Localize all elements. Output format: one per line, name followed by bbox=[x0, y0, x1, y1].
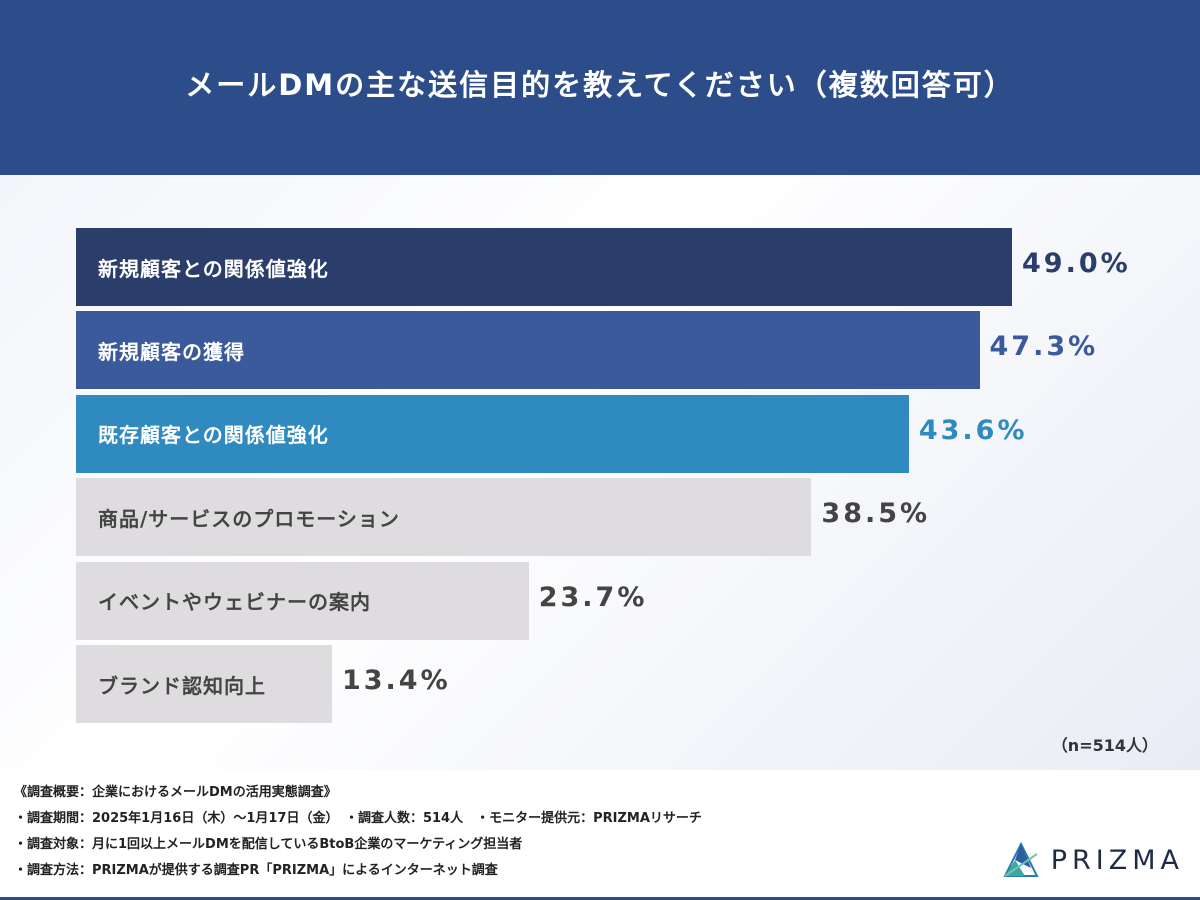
bar-value-label: 47.3% bbox=[989, 331, 1099, 363]
bar-1: 新規顧客との関係値強化 bbox=[76, 228, 1012, 306]
chart-title: メールDMの主な送信目的を教えてください（複数回答可） bbox=[185, 67, 1015, 102]
bar-label: ブランド認知向上 bbox=[98, 673, 266, 698]
bar-label: イベントやウェビナーの案内 bbox=[98, 590, 371, 615]
bar-5: イベントやウェビナーの案内 bbox=[76, 561, 529, 640]
bar-value-label: 38.5% bbox=[821, 498, 931, 530]
bar-chart: 新規顧客との関係値強化 49.0% 新規顧客の獲得 47.3% 既存顧客との関係値強化 4… bbox=[0, 175, 1200, 770]
bar-label: 既存顧客との関係値強化 bbox=[98, 423, 329, 448]
brand-name: PRIZMA bbox=[1050, 844, 1184, 876]
sample-size-note: （n=514人） bbox=[1051, 736, 1158, 755]
bar-label: 商品/サービスのプロモーション bbox=[98, 506, 400, 531]
bar-value-label: 43.6% bbox=[918, 414, 1028, 446]
footer: 《調査概要：企業におけるメールDMの活用実態調査》 ・調査期間：2025年1月1… bbox=[0, 770, 1200, 900]
survey-notes: 《調査概要：企業におけるメールDMの活用実態調査》 ・調査期間：2025年1月1… bbox=[14, 780, 702, 884]
header: メールDMの主な送信目的を教えてください（複数回答可） bbox=[0, 0, 1200, 175]
bar-value-label: 49.0% bbox=[1022, 248, 1131, 279]
bar-label: 新規顧客の獲得 bbox=[98, 339, 245, 364]
bar-6: ブランド認知向上 bbox=[76, 645, 332, 723]
bar-value-label: 13.4% bbox=[341, 665, 451, 696]
bar-3: 既存顧客との関係値強化 bbox=[76, 394, 909, 473]
bar-4: 商品/サービスのプロモーション bbox=[76, 478, 812, 557]
bar-2: 新規顧客の獲得 bbox=[76, 311, 980, 390]
prizma-logo-icon bbox=[1003, 841, 1039, 877]
chart-area: 新規顧客との関係値強化 49.0% 新規顧客の獲得 47.3% 既存顧客との関係値強化 4… bbox=[0, 175, 1200, 770]
survey-note-title: 《調査概要：企業におけるメールDMの活用実態調査》 bbox=[14, 785, 337, 800]
bar-value-label: 23.7% bbox=[538, 581, 648, 613]
brand-logo: PRIZMA bbox=[1001, 840, 1184, 880]
survey-note-period: ・調査期間：2025年1月16日（木）～1月17日（金） ・調査人数：514人 … bbox=[14, 811, 702, 826]
survey-note-target: ・調査対象：月に1回以上メールDMを配信しているBtoB企業のマーケティング担当… bbox=[14, 837, 523, 852]
survey-note-method: ・調査方法：PRIZMAが提供する調査PR「PRIZMA」によるインターネット調… bbox=[14, 863, 498, 878]
bar-label: 新規顧客との関係値強化 bbox=[98, 256, 329, 281]
